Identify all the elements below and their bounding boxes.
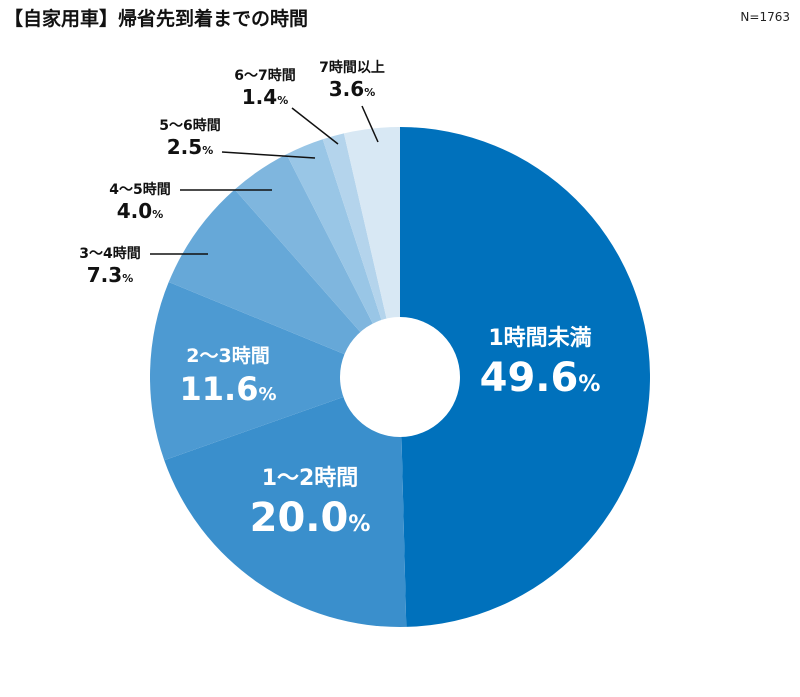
value-label-5: 2.5% [167, 135, 213, 159]
leader-line-7 [361, 105, 379, 143]
slice-3 [168, 189, 400, 377]
category-label-6: 6～7時間 [234, 67, 295, 84]
slice-2 [149, 282, 400, 461]
category-label-7: 7時間以上 [319, 59, 385, 76]
slice-4 [234, 154, 400, 377]
slice-1 [164, 377, 407, 627]
slice-6 [322, 133, 400, 377]
category-label-2: 2～3時間 [186, 345, 269, 367]
sample-size: N=1763 [740, 10, 790, 24]
category-label-0: 1時間未満 [488, 325, 591, 351]
value-label-6: 1.4% [242, 85, 288, 109]
slice-7 [343, 127, 400, 377]
leader-line-5 [221, 151, 316, 159]
value-label-3: 7.3% [87, 263, 133, 287]
category-label-4: 4～5時間 [109, 181, 170, 198]
leader-line-6 [291, 107, 339, 145]
category-label-5: 5～6時間 [159, 117, 220, 134]
value-label-7: 3.6% [329, 77, 375, 101]
slice-5 [286, 139, 400, 377]
donut-hole [340, 317, 460, 437]
category-label-3: 3～4時間 [79, 245, 140, 262]
chart-title: 【自家用車】帰省先到着までの時間 [4, 8, 309, 30]
value-label-4: 4.0% [117, 199, 163, 223]
slice-0 [400, 127, 650, 627]
category-label-1: 1～2時間 [262, 466, 359, 491]
